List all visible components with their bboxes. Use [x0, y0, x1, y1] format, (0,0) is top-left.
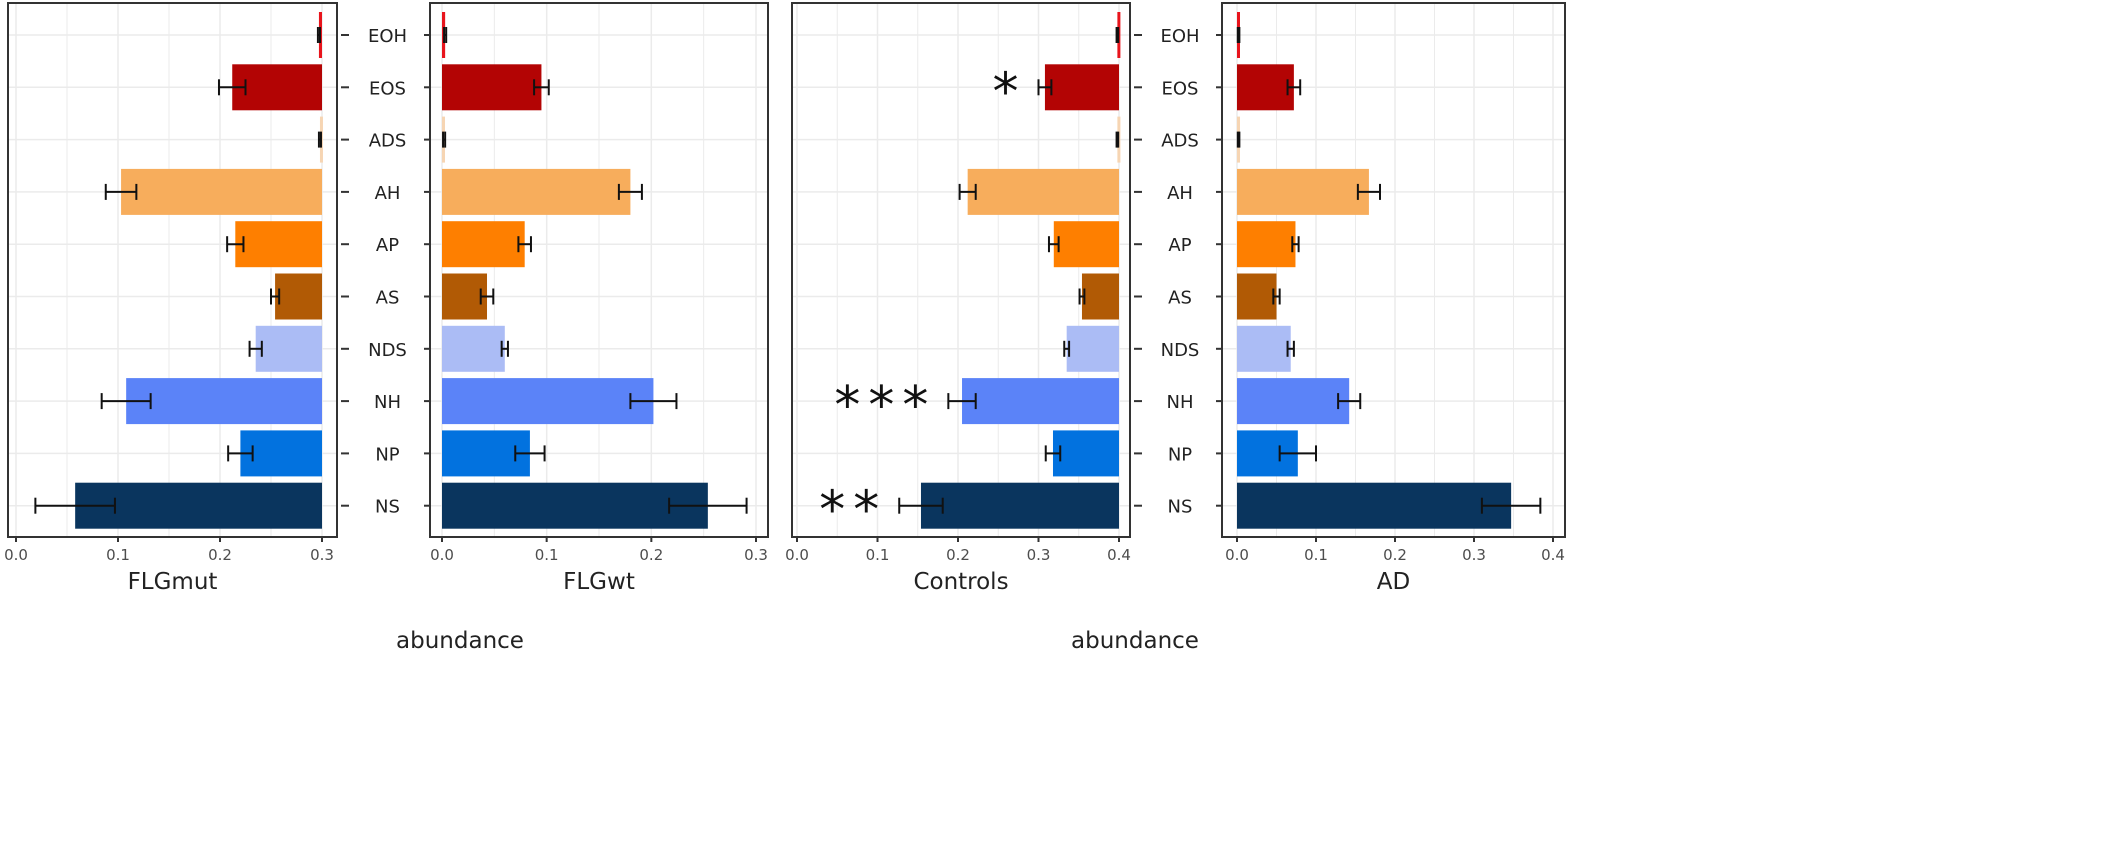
shared-xlabel: abundance	[396, 628, 524, 654]
category-label-ns: NS	[1168, 497, 1193, 518]
bar-eos	[232, 64, 322, 111]
panel-flgmut: 0.3 0.2 0.1 0.0 FLGmut EOH EOS ADS AH AP AS NDS NH NP…	[4, 2, 430, 595]
panel-xlabel: Controls	[913, 569, 1008, 595]
panel-border	[791, 2, 1131, 538]
bar-ns	[1237, 482, 1512, 529]
bar-ap	[1053, 221, 1119, 268]
bar-eos	[442, 64, 542, 111]
significance-marker: **	[819, 481, 887, 541]
category-label-eos: EOS	[369, 78, 406, 99]
bar-ah	[1237, 168, 1369, 215]
x-tick-label: 0.1	[1304, 546, 1328, 564]
x-tick-label: 0.2	[1383, 546, 1407, 564]
bar-nh	[126, 378, 322, 425]
shared-xlabel: abundance	[1071, 628, 1199, 654]
category-label-ah: AH	[375, 183, 401, 204]
bar-as	[275, 273, 322, 320]
bar-as	[442, 273, 488, 320]
panel-border	[7, 2, 338, 538]
category-label-ns: NS	[375, 497, 400, 518]
category-label-eoh: EOH	[1160, 26, 1199, 47]
bar-nh	[962, 378, 1119, 425]
category-label-ah: AH	[1167, 183, 1193, 204]
panel-ad: 0.0 0.1 0.2 0.3 0.4 AD	[1221, 2, 1566, 595]
bar-eos	[1044, 64, 1119, 111]
bar-as	[1237, 273, 1277, 320]
significance-marker: *	[993, 62, 1027, 122]
category-label-as: AS	[1168, 288, 1192, 309]
bar-ah	[442, 168, 631, 215]
category-label-nh: NH	[1167, 392, 1194, 413]
category-label-as: AS	[376, 288, 400, 309]
bar-nh	[442, 378, 654, 425]
x-tick-label: 0.4	[1107, 546, 1131, 564]
x-tick-label: 0.0	[785, 546, 809, 564]
bar-np	[1052, 430, 1119, 477]
bar-nds	[1066, 325, 1119, 372]
bar-ns	[920, 482, 1119, 529]
significance-marker: ***	[834, 376, 936, 436]
x-tick-label: 0.3	[1027, 546, 1051, 564]
bar-ap	[235, 221, 322, 268]
bar-nds	[442, 325, 505, 372]
bar-ap	[1237, 221, 1296, 268]
panel-xlabel: FLGwt	[563, 569, 635, 595]
category-label-eoh: EOH	[368, 26, 407, 47]
x-tick-label: 0.2	[639, 546, 663, 564]
panel-border	[429, 2, 769, 538]
x-tick-label: 0.3	[744, 546, 768, 564]
x-tick-label: 0.0	[1225, 546, 1249, 564]
bar-nds	[1237, 325, 1291, 372]
x-tick-label: 0.1	[866, 546, 890, 564]
x-tick-label: 0.0	[430, 546, 454, 564]
panel-xlabel: FLGmut	[128, 569, 218, 595]
category-label-np: NP	[1168, 444, 1192, 465]
bar-eos	[1237, 64, 1294, 111]
panel-border	[1221, 2, 1566, 538]
x-tick-label: 0.0	[4, 546, 28, 564]
x-tick-label: 0.2	[946, 546, 970, 564]
bar-ah	[967, 168, 1119, 215]
category-label-ap: AP	[376, 235, 399, 256]
x-tick-label: 0.1	[106, 546, 130, 564]
x-tick-label: 0.1	[535, 546, 559, 564]
category-label-ap: AP	[1168, 235, 1191, 256]
bar-np	[240, 430, 322, 477]
bar-nds	[255, 325, 322, 372]
category-label-ads: ADS	[369, 131, 407, 152]
panel-flgwt: 0.0 0.1 0.2 0.3 FLGwt	[429, 2, 769, 595]
bar-ap	[442, 221, 525, 268]
category-label-nh: NH	[374, 392, 401, 413]
panel-controls: ******0.40.30.20.10.0ControlsEOHEOSADSAH…	[785, 2, 1222, 595]
category-label-nds: NDS	[368, 340, 407, 361]
bar-ns	[75, 482, 322, 529]
category-label-nds: NDS	[1161, 340, 1200, 361]
panel-xlabel: AD	[1377, 569, 1410, 595]
bar-ns	[442, 482, 708, 529]
bar-nh	[1237, 378, 1350, 425]
x-tick-label: 0.3	[1462, 546, 1486, 564]
x-tick-label: 0.2	[208, 546, 232, 564]
bar-ah	[121, 168, 322, 215]
category-label-eos: EOS	[1162, 78, 1199, 99]
x-tick-label: 0.4	[1541, 546, 1565, 564]
category-label-ads: ADS	[1161, 131, 1199, 152]
category-label-np: NP	[375, 444, 399, 465]
x-tick-label: 0.3	[310, 546, 334, 564]
bar-as	[1081, 273, 1119, 320]
